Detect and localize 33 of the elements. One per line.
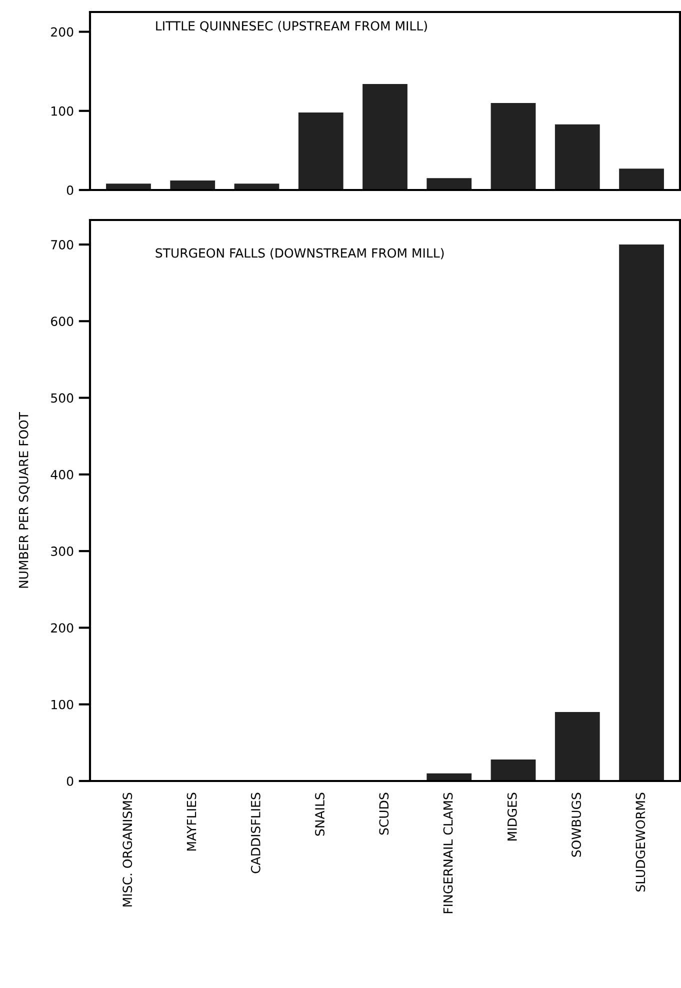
bar bbox=[619, 168, 664, 190]
y-tick-label: 300 bbox=[51, 546, 74, 556]
bar bbox=[554, 712, 600, 781]
y-tick-label: 0 bbox=[66, 776, 74, 786]
y-tick-label: 0 bbox=[66, 185, 74, 195]
text: LITTLE QUINNESEC (UPSTREAM FROM MILL) bbox=[156, 20, 427, 32]
bar bbox=[554, 124, 600, 190]
y-tick-label: 600 bbox=[51, 316, 74, 326]
bar bbox=[170, 180, 216, 190]
y-tick-label: 200 bbox=[51, 623, 74, 633]
bar bbox=[490, 102, 536, 190]
x-tick-label: SNAILS bbox=[315, 792, 324, 836]
text: STURGEON FALLS (DOWNSTREAM FROM MILL) bbox=[156, 248, 444, 260]
y-tick-label: 500 bbox=[51, 393, 74, 403]
x-tick-label: CADDISFLIES bbox=[250, 792, 260, 874]
bar bbox=[619, 244, 664, 781]
y-axis-title: NUMBER PER SQUARE FOOT bbox=[18, 412, 30, 588]
bar bbox=[298, 112, 344, 190]
x-tick-label: MAYFLIES bbox=[186, 792, 196, 851]
y-tick-label: 100 bbox=[52, 700, 74, 710]
x-tick-label: SOWBUGS bbox=[572, 792, 582, 857]
bar bbox=[362, 84, 408, 190]
y-tick-label: 700 bbox=[51, 240, 74, 250]
x-tick-label: FINGERNAIL CLAMS bbox=[443, 792, 453, 914]
bar bbox=[490, 760, 536, 781]
y-tick-label: 100 bbox=[52, 106, 74, 116]
bar bbox=[426, 178, 472, 190]
x-tick-label: MIDGES bbox=[507, 792, 517, 840]
x-tick-label: MISC. ORGANISMS bbox=[122, 792, 132, 906]
x-tick-label: SCUDS bbox=[379, 792, 389, 835]
x-tick-label: SLUDGEWORMS bbox=[636, 792, 646, 892]
y-tick-label: 200 bbox=[51, 27, 74, 37]
y-tick-label: 400 bbox=[50, 470, 74, 480]
